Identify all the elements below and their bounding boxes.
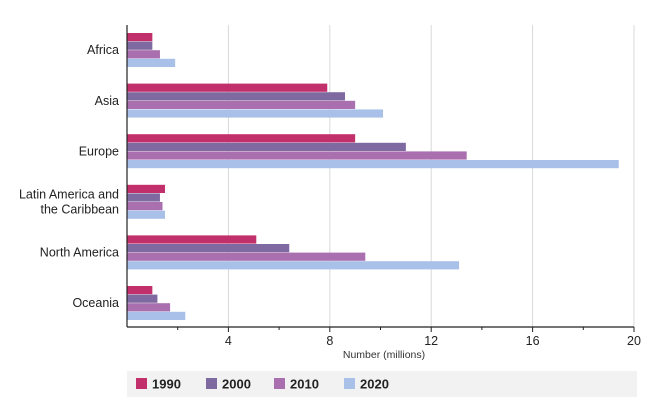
legend-swatch-2010 (274, 378, 285, 389)
bar-1990-oceania (127, 286, 153, 295)
bar-2010-asia (127, 100, 356, 109)
category-label: North America (40, 246, 119, 260)
legend: 1990 2000 2010 2020 (127, 371, 637, 397)
bar-2000-oceania (127, 294, 158, 303)
bar-2010-africa (127, 50, 160, 59)
bar-2020-europe (127, 160, 619, 169)
category-label-line: Asia (95, 94, 119, 108)
legend-swatch-1990 (136, 378, 147, 389)
legend-swatch-2000 (206, 378, 217, 389)
bar-2000-north-america (127, 244, 290, 253)
bar-2000-africa (127, 41, 153, 50)
category-label-line: Latin America and (19, 188, 119, 202)
bar-2010-europe (127, 151, 467, 160)
x-tick-label: 4 (225, 334, 232, 348)
bar-2000-asia (127, 92, 346, 101)
legend-label-2010: 2010 (290, 377, 319, 392)
category-label: Oceania (72, 296, 119, 310)
tick-labels: 4 8 12 16 20 (225, 334, 641, 348)
category-labels: Africa Asia Europe Latin America and the Car… (19, 43, 119, 310)
bar-2020-north-america (127, 261, 460, 270)
bar-2000-europe (127, 142, 406, 151)
x-tick-label: 12 (424, 334, 438, 348)
gridlines (227, 25, 635, 327)
category-label: Asia (95, 94, 119, 108)
bar-2010-latin-america-and-the-caribbean (127, 202, 163, 211)
bar-2020-oceania (127, 311, 186, 320)
category-label: Latin America and the Caribbean (19, 188, 119, 217)
bar-2020-latin-america-and-the-caribbean (127, 210, 166, 219)
category-label: Europe (79, 144, 119, 158)
bar-2010-north-america (127, 252, 366, 261)
bar-1990-asia (127, 83, 328, 92)
x-tick-label: 16 (526, 334, 540, 348)
category-label-line: the Caribbean (40, 203, 119, 217)
bars (127, 33, 619, 320)
legend-label-2000: 2000 (222, 377, 251, 392)
x-tick-label: 20 (627, 334, 641, 348)
category-label: Africa (87, 43, 119, 57)
legend-label-1990: 1990 (152, 377, 181, 392)
bar-2020-asia (127, 109, 384, 118)
x-axis-title: Number (millions) (343, 349, 425, 361)
bar-1990-africa (127, 33, 153, 42)
category-label-line: Oceania (72, 296, 119, 310)
category-label-line: Africa (87, 43, 119, 57)
category-label-line: North America (40, 246, 119, 260)
bar-2010-oceania (127, 303, 171, 312)
bar-1990-europe (127, 134, 356, 143)
bar-1990-north-america (127, 235, 257, 244)
axes (126, 25, 635, 332)
bar-1990-latin-america-and-the-caribbean (127, 184, 166, 193)
category-label-line: Europe (79, 144, 119, 158)
x-tick-label: 8 (326, 334, 333, 348)
legend-label-2020: 2020 (360, 377, 389, 392)
bar-2000-latin-america-and-the-caribbean (127, 193, 160, 202)
bar-2020-africa (127, 58, 176, 67)
legend-swatch-2020 (344, 378, 355, 389)
